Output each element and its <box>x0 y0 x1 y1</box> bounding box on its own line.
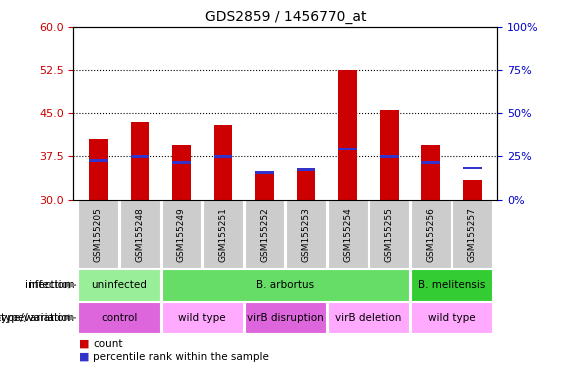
Bar <box>380 111 398 200</box>
Bar <box>172 145 191 200</box>
Bar <box>328 302 409 333</box>
Text: GSM155251: GSM155251 <box>219 207 228 262</box>
Text: control: control <box>101 313 137 323</box>
Text: B. melitensis: B. melitensis <box>418 280 485 290</box>
Text: GSM155249: GSM155249 <box>177 207 186 262</box>
Bar <box>463 167 481 169</box>
Bar <box>131 155 149 158</box>
Bar <box>255 171 274 174</box>
Bar <box>79 270 160 301</box>
Text: GSM155255: GSM155255 <box>385 207 394 262</box>
Text: infection: infection <box>25 280 71 290</box>
Text: count: count <box>93 339 123 349</box>
Text: GSM155252: GSM155252 <box>260 207 269 262</box>
Text: genotype/variation: genotype/variation <box>0 313 71 323</box>
Bar <box>338 70 357 200</box>
Text: GSM155257: GSM155257 <box>468 207 477 262</box>
Bar <box>421 145 440 200</box>
Bar <box>172 161 191 164</box>
Bar <box>203 200 243 268</box>
Bar <box>255 174 274 200</box>
Bar <box>131 122 149 200</box>
Text: GSM155256: GSM155256 <box>426 207 435 262</box>
Text: GSM155253: GSM155253 <box>302 207 311 262</box>
Text: virB deletion: virB deletion <box>335 313 402 323</box>
Text: wild type: wild type <box>428 313 475 323</box>
Text: B. arbortus: B. arbortus <box>257 280 314 290</box>
Bar <box>421 161 440 164</box>
Bar <box>162 302 243 333</box>
Bar <box>79 302 160 333</box>
Bar <box>162 270 409 301</box>
Bar <box>214 125 232 200</box>
Text: ■: ■ <box>79 339 90 349</box>
Bar <box>297 168 315 171</box>
Text: wild type: wild type <box>179 313 226 323</box>
Text: infection: infection <box>29 280 74 290</box>
Text: GSM155205: GSM155205 <box>94 207 103 262</box>
Title: GDS2859 / 1456770_at: GDS2859 / 1456770_at <box>205 10 366 25</box>
Bar <box>338 147 357 151</box>
Bar <box>89 159 108 162</box>
Bar <box>411 270 492 301</box>
Bar <box>162 200 201 268</box>
Bar <box>453 200 492 268</box>
Text: GSM155254: GSM155254 <box>343 207 352 262</box>
Bar <box>297 168 315 200</box>
Bar <box>79 200 118 268</box>
Bar <box>120 200 160 268</box>
Bar <box>463 180 481 200</box>
Bar <box>411 302 492 333</box>
Bar <box>89 139 108 200</box>
Bar <box>380 155 398 158</box>
Text: percentile rank within the sample: percentile rank within the sample <box>93 352 269 362</box>
Text: ■: ■ <box>79 352 90 362</box>
Bar <box>245 200 285 268</box>
Bar <box>328 200 368 268</box>
Bar <box>370 200 409 268</box>
Bar <box>214 155 232 158</box>
Text: virB disruption: virB disruption <box>247 313 324 323</box>
Text: GSM155248: GSM155248 <box>136 207 145 262</box>
Text: genotype/variation: genotype/variation <box>0 313 74 323</box>
Text: uninfected: uninfected <box>91 280 147 290</box>
Bar <box>286 200 326 268</box>
Bar <box>245 302 326 333</box>
Bar <box>411 200 451 268</box>
